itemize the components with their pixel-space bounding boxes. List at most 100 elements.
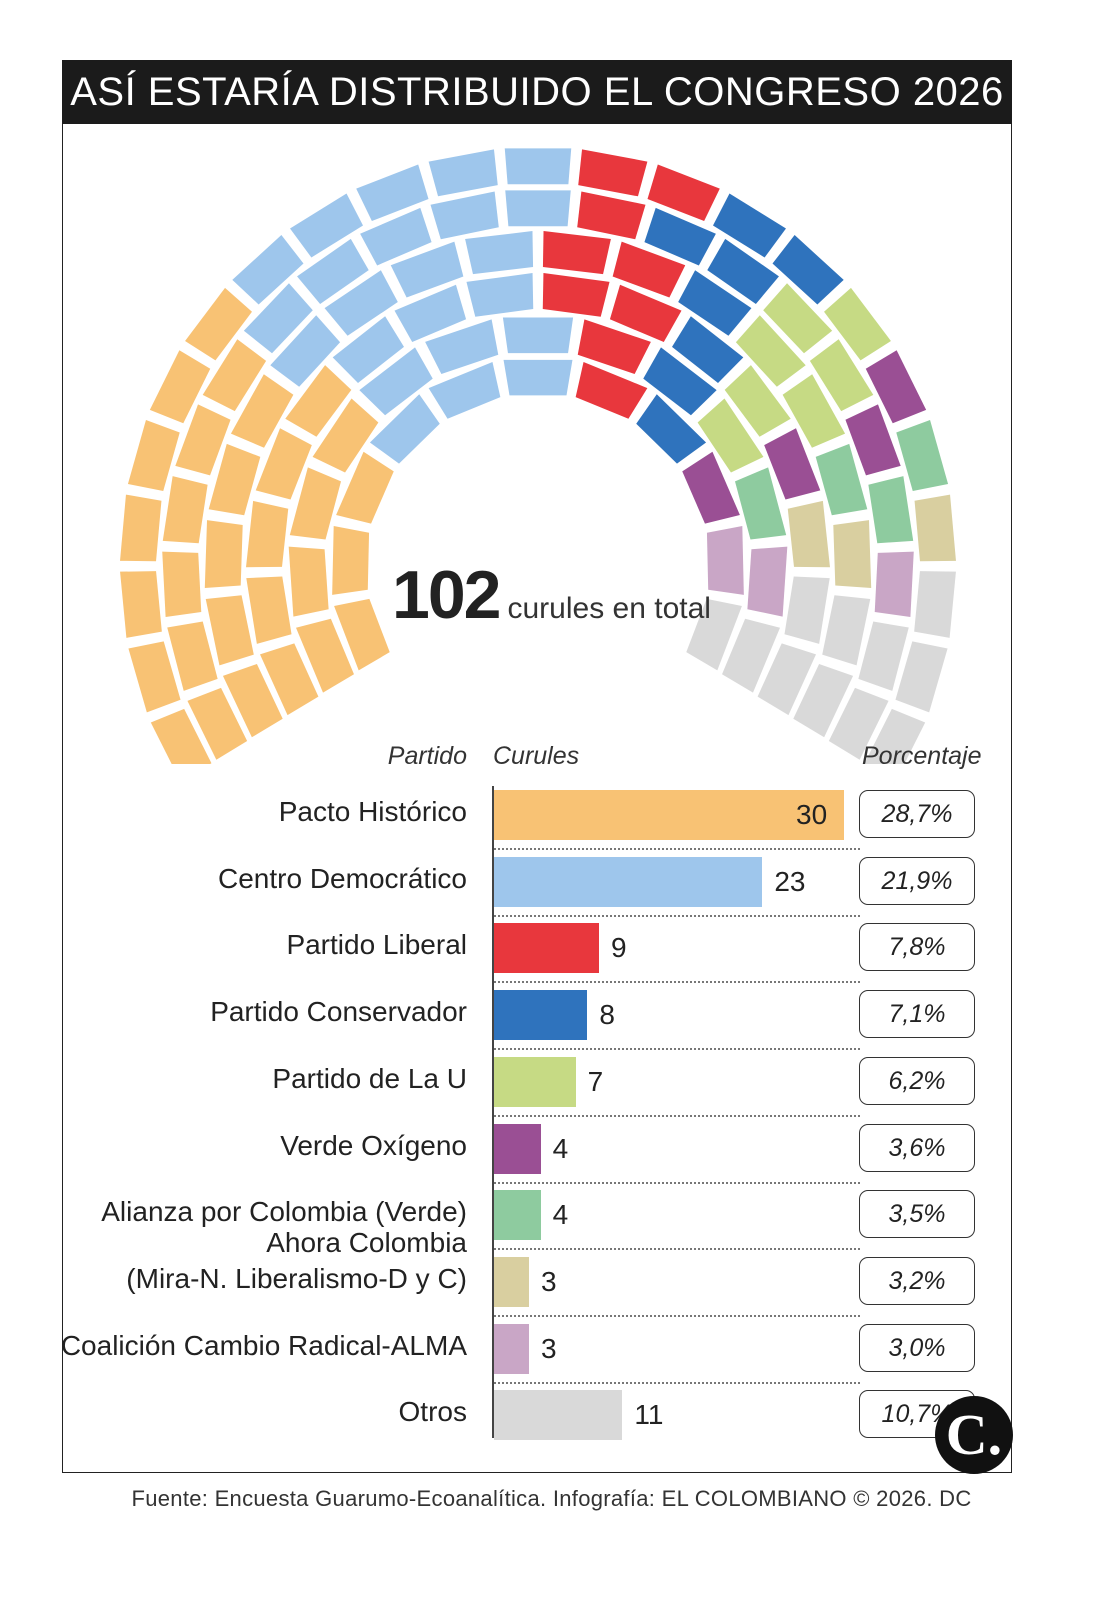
percent-badge: 21,9% <box>859 856 975 905</box>
seat <box>390 241 464 298</box>
seat <box>336 451 394 524</box>
bar-value-label: 3 <box>541 1265 557 1297</box>
party-name: Ahora Colombia (Mira-N. Liberalismo-D y C… <box>126 1225 467 1297</box>
seat <box>896 419 949 491</box>
percent-badge: 3,6% <box>859 1123 975 1172</box>
seat <box>204 520 243 588</box>
percent-badge: 7,1% <box>859 990 975 1039</box>
seat <box>828 687 889 760</box>
seat <box>734 467 787 540</box>
seat <box>428 149 498 197</box>
seat <box>120 571 162 638</box>
bar-row: Coalición Cambio Radical-ALMA 3 3,0% <box>0 1320 1103 1386</box>
seat <box>128 641 181 713</box>
total-label: curules en total <box>507 592 711 625</box>
row-divider <box>494 1381 860 1384</box>
seat <box>722 618 780 693</box>
seat <box>577 319 651 375</box>
percent-badge: 28,7% <box>859 790 975 838</box>
seat <box>647 164 720 222</box>
seat <box>202 339 267 412</box>
header-seats: Curules <box>493 742 580 770</box>
seat <box>162 551 202 617</box>
seat <box>290 193 364 258</box>
seat <box>772 235 844 305</box>
seat <box>425 319 499 375</box>
percent-badge: 6,2% <box>859 1056 975 1105</box>
total-seats: 102 curules en total <box>0 556 1103 634</box>
seat <box>636 394 707 464</box>
percent-badge: 3,2% <box>859 1256 975 1305</box>
party-name: Verde Oxígeno <box>280 1130 467 1162</box>
seat <box>644 207 716 266</box>
seat <box>502 317 574 354</box>
bar-value-label: 4 <box>552 1132 569 1164</box>
seat <box>332 316 404 383</box>
bar <box>494 923 599 974</box>
seat <box>787 500 830 568</box>
seat <box>360 207 432 266</box>
party-name: Coalición Cambio Radical-ALMA <box>61 1330 467 1362</box>
bar-row: Partido Conservador 8 7,1% <box>0 986 1103 1052</box>
seat <box>150 708 212 764</box>
seat <box>672 316 744 383</box>
seat <box>868 476 914 544</box>
seat <box>609 284 682 343</box>
seat <box>874 551 914 617</box>
percent-badge: 7,8% <box>859 923 975 972</box>
seat <box>359 347 433 416</box>
party-name: Pacto Histórico <box>279 796 467 828</box>
party-name-line: Otros <box>398 1396 467 1428</box>
seat <box>162 476 208 544</box>
seat <box>542 273 610 317</box>
seat <box>914 494 956 562</box>
seat <box>757 643 816 716</box>
row-divider <box>494 914 860 917</box>
seat <box>865 350 927 424</box>
bar <box>494 1390 623 1441</box>
seat <box>682 451 740 524</box>
party-name: Alianza por Colombia (Verde) <box>101 1196 467 1228</box>
seat <box>127 419 180 491</box>
seat <box>428 362 501 419</box>
bar <box>494 1323 529 1374</box>
party-name-line: (Mira-N. Liberalismo-D y C) <box>126 1262 467 1294</box>
bar-value-label: 11 <box>634 1399 664 1431</box>
seat <box>763 283 833 354</box>
seat <box>764 428 821 500</box>
party-name-line: Alianza por Colombia (Verde) <box>101 1196 467 1228</box>
seat <box>187 687 248 760</box>
seat <box>505 190 571 227</box>
seat <box>712 193 786 258</box>
party-name: Otros <box>399 1396 467 1428</box>
row-divider <box>494 1048 860 1051</box>
seat <box>503 359 573 396</box>
party-name-line: Pacto Histórico <box>278 796 467 827</box>
row-divider <box>494 1248 860 1251</box>
bar-row: Verde Oxígeno 4 3,6% <box>0 1120 1103 1186</box>
header-party: Partido <box>387 742 467 770</box>
seat <box>356 164 429 222</box>
seat <box>643 347 717 416</box>
seat <box>466 273 534 317</box>
seat <box>578 149 648 197</box>
seat <box>542 231 611 275</box>
party-name-line: Ahora Colombia <box>266 1226 467 1258</box>
seat <box>167 621 218 691</box>
seat <box>724 365 791 437</box>
seat <box>222 663 283 738</box>
seat <box>394 284 467 343</box>
seat <box>577 191 646 240</box>
seat <box>232 235 304 305</box>
seat <box>845 404 901 476</box>
party-name-line: Centro Democrático <box>218 862 467 894</box>
seat <box>185 287 252 361</box>
party-name-line: Partido Conservador <box>210 996 467 1028</box>
bar-row: Partido de La U 7 6,2% <box>0 1053 1103 1119</box>
seat <box>175 404 231 476</box>
bar-row: Pacto Histórico 30 28,7% <box>0 786 1103 852</box>
seat <box>243 283 313 354</box>
seat <box>246 500 289 568</box>
seat <box>208 443 261 516</box>
party-name: Partido Liberal <box>286 929 467 961</box>
